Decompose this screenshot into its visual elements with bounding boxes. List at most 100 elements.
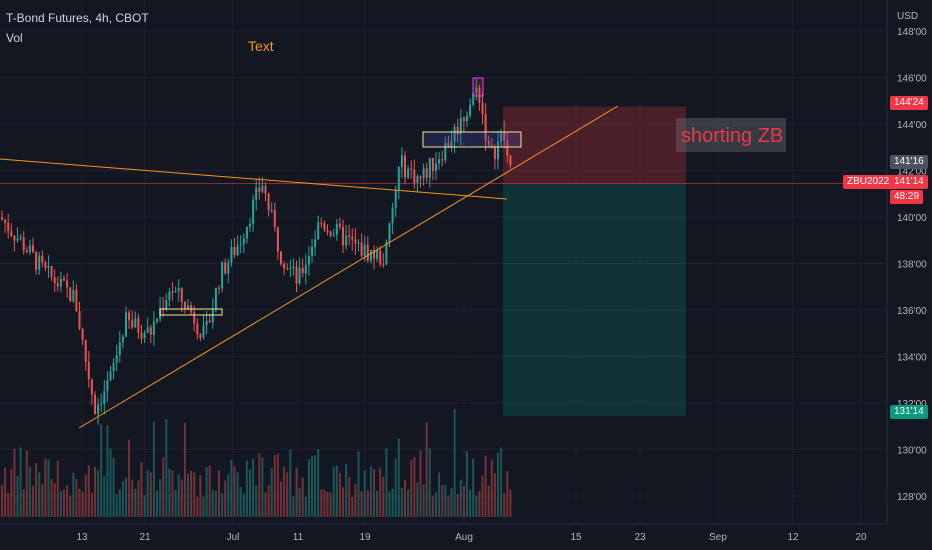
volume-bar: [441, 484, 444, 517]
candle-body: [16, 238, 19, 241]
candle-body: [137, 318, 140, 334]
trade-label[interactable]: shorting ZB: [681, 125, 783, 147]
candle-body: [357, 242, 360, 244]
ascending-trendline[interactable]: [78, 105, 619, 429]
candle-body: [7, 222, 10, 232]
candle-body: [63, 278, 65, 281]
volume-indicator-label[interactable]: Vol: [6, 31, 23, 45]
candle-body: [487, 140, 490, 146]
volume-bar: [478, 491, 481, 517]
volume-bar: [419, 450, 422, 517]
stop-loss-zone[interactable]: [503, 106, 686, 184]
volume-bar: [174, 489, 177, 517]
candle-body: [320, 222, 323, 224]
volume-bar: [25, 450, 28, 517]
volume-bar: [218, 470, 220, 517]
volume-bar: [292, 496, 295, 517]
chart-grid: [0, 0, 887, 524]
volume-bar: [63, 489, 65, 517]
volume-bar: [208, 465, 211, 517]
symbol-title[interactable]: T-Bond Futures, 4h, CBOT: [6, 11, 149, 25]
candle-body: [369, 250, 372, 261]
candle-body: [267, 193, 270, 211]
candle-body: [410, 168, 413, 170]
candle-body: [481, 102, 484, 114]
candle-body: [41, 255, 44, 263]
candle-body: [376, 250, 379, 259]
volume-bar: [273, 454, 276, 517]
volume-bar: [165, 418, 168, 517]
volume-bar: [183, 422, 186, 517]
candle-body: [314, 239, 317, 247]
price-tick-label: 132'00: [897, 399, 927, 410]
volume-bar: [500, 447, 503, 517]
volume-bar: [94, 466, 96, 517]
price-axis[interactable]: 148'00 146'00 144'00 142'00 140'00 138'00 136'…: [897, 27, 927, 503]
candle-body: [397, 167, 400, 191]
candle-body: [118, 342, 121, 355]
candle-body: [456, 126, 459, 135]
descending-trendline[interactable]: [0, 158, 508, 200]
take-profit-zone[interactable]: [503, 183, 686, 417]
volume-bar: [388, 491, 391, 517]
candle-body: [25, 250, 28, 253]
stop-price-tag: 144'24: [890, 96, 928, 110]
volume-bar: [366, 490, 369, 517]
candle-body: [121, 336, 124, 343]
time-axis[interactable]: 13 21 Jul 11 19 Aug 15 23 Sep 12 20: [76, 532, 867, 543]
candle-body: [66, 280, 69, 288]
candle-body: [428, 158, 431, 178]
volume-bar: [348, 477, 351, 517]
volume-bar: [397, 438, 400, 517]
candle-body: [69, 287, 72, 302]
volume-bar: [286, 472, 289, 517]
volume-bar: [78, 488, 81, 517]
candle-body: [193, 312, 196, 324]
volume-bar: [75, 479, 78, 517]
candle-body: [125, 312, 127, 337]
time-tick-label: 13: [76, 532, 88, 543]
candle-body: [311, 246, 313, 257]
text-annotation[interactable]: Text: [248, 38, 274, 54]
candles: [1, 77, 512, 425]
volume-bar: [422, 484, 425, 517]
volume-bar: [47, 459, 50, 517]
volume-bar: [187, 473, 189, 517]
target-price-tag: 131'14: [890, 405, 928, 419]
volume-bar: [382, 476, 385, 517]
volume-bar: [211, 489, 214, 517]
volume-bar: [90, 492, 93, 517]
volume-bar: [354, 483, 357, 517]
volume-bar: [407, 489, 410, 517]
volume-bar: [453, 409, 456, 517]
volume-bar: [121, 481, 124, 517]
candle-body: [317, 222, 320, 240]
candle-body: [171, 291, 174, 293]
volume-bar: [224, 480, 227, 517]
time-tick-label: 11: [293, 532, 304, 543]
bar-countdown-tag: 48:29: [890, 190, 924, 204]
candle-body: [187, 305, 189, 310]
volume-bar: [373, 469, 375, 517]
candle-body: [81, 328, 84, 340]
consolidation-box-aug[interactable]: [422, 131, 522, 148]
candle-body: [416, 176, 419, 183]
candle-body: [196, 323, 199, 335]
consolidation-box-june[interactable]: [159, 308, 223, 316]
volume-bar: [264, 492, 267, 517]
candle-body: [143, 332, 146, 339]
volume-bar: [444, 484, 447, 517]
ticker-tag: ZBU2022: [843, 175, 894, 189]
candle-body: [4, 219, 7, 223]
candle-body: [183, 301, 186, 310]
volume-bar: [447, 495, 450, 517]
volume-bar: [245, 460, 248, 517]
volume-bar: [66, 485, 69, 517]
volume-bar: [152, 421, 155, 517]
candle-body: [22, 237, 25, 251]
volume-bar: [35, 462, 38, 517]
candle-body: [134, 318, 137, 328]
top-highlight-box[interactable]: [472, 77, 484, 97]
volume-bar: [1, 484, 3, 517]
